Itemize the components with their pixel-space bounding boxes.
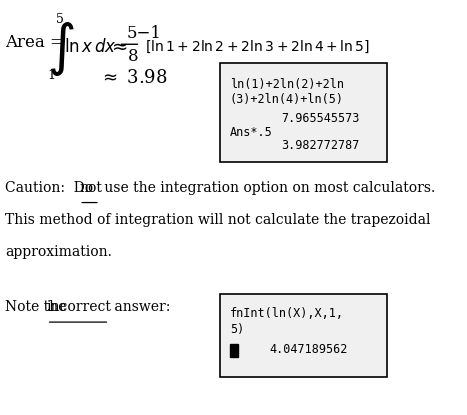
Text: approximation.: approximation. — [5, 244, 112, 259]
Text: 7.965545573: 7.965545573 — [281, 112, 360, 125]
Text: 4.047189562: 4.047189562 — [269, 343, 348, 356]
Text: 5): 5) — [230, 323, 244, 336]
Text: $\int$: $\int$ — [47, 20, 75, 78]
Text: $\approx$: $\approx$ — [108, 38, 128, 56]
Text: $\ln x\,dx$: $\ln x\,dx$ — [64, 38, 117, 56]
Text: 5−1: 5−1 — [127, 25, 162, 42]
Bar — [230, 344, 239, 357]
Text: Note the: Note the — [5, 300, 71, 314]
Text: ln(1)+2ln(2)+2ln: ln(1)+2ln(2)+2ln — [230, 78, 344, 90]
Text: Ans*.5: Ans*.5 — [230, 126, 272, 139]
Text: Area =: Area = — [5, 34, 64, 51]
FancyBboxPatch shape — [220, 63, 387, 162]
Text: Caution:  Do: Caution: Do — [5, 181, 98, 195]
Text: $\approx$ 3.98: $\approx$ 3.98 — [99, 68, 167, 87]
Text: answer:: answer: — [110, 300, 170, 314]
Text: $[\ln 1 + 2\ln 2 + 2\ln 3 + 2\ln 4 + \ln 5]$: $[\ln 1 + 2\ln 2 + 2\ln 3 + 2\ln 4 + \ln… — [145, 39, 370, 55]
Text: This method of integration will not calculate the trapezoidal: This method of integration will not calc… — [5, 213, 431, 227]
Text: not: not — [79, 181, 102, 195]
Text: use the integration option on most calculators.: use the integration option on most calcu… — [100, 181, 436, 195]
Text: fnInt(ln(X),X,1,: fnInt(ln(X),X,1, — [230, 307, 344, 320]
Text: 8: 8 — [127, 48, 138, 65]
Text: 1: 1 — [48, 69, 56, 82]
Text: 3.982772787: 3.982772787 — [281, 139, 360, 152]
Text: (3)+2ln(4)+ln(5): (3)+2ln(4)+ln(5) — [230, 93, 344, 106]
Text: incorrect: incorrect — [47, 300, 112, 314]
FancyBboxPatch shape — [220, 294, 387, 376]
Text: 5: 5 — [56, 12, 64, 26]
